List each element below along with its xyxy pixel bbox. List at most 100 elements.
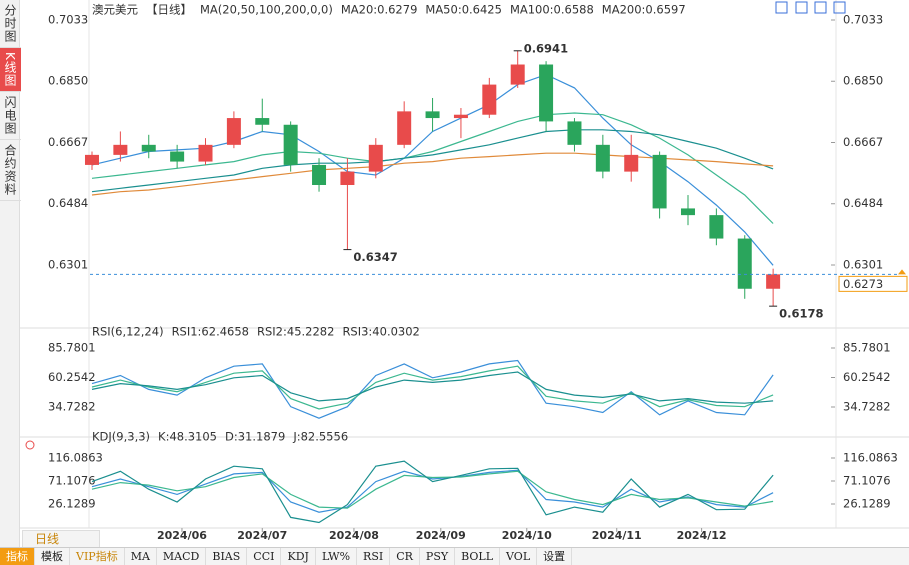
x-tick-label: 2024/11: [592, 529, 642, 542]
candle-body: [709, 215, 724, 239]
candle-body: [652, 154, 667, 209]
legend-entry: MA20:0.6279: [341, 3, 418, 17]
toolbar-item[interactable]: KDJ: [281, 548, 316, 565]
toolbar-item[interactable]: 指标: [0, 548, 35, 565]
y-tick-label: 116.0863: [48, 451, 103, 465]
x-tick-label: 2024/06: [157, 529, 207, 542]
y-tick-label: 71.1076: [48, 474, 96, 488]
header-text: MA(20,50,100,200,0,0): [200, 3, 333, 17]
toolbar-item[interactable]: CR: [390, 548, 420, 565]
toolbar-item[interactable]: VOL: [500, 548, 538, 565]
y-tick-label: 60.2542: [843, 370, 891, 384]
toolbar-item[interactable]: 模板: [35, 548, 70, 565]
candle-body: [624, 154, 639, 172]
annotation: 0.6941: [524, 41, 568, 55]
settings-icon[interactable]: [25, 440, 35, 450]
annotation: 0.6347: [353, 250, 397, 264]
toolbar-item[interactable]: 设置: [537, 548, 573, 565]
legend-entry: K:48.3105: [158, 430, 217, 444]
candle-body: [680, 208, 695, 216]
last-price-box: [838, 275, 908, 292]
line-series: [91, 371, 774, 404]
candle-body: [766, 274, 781, 289]
y-tick-label: 0.6301: [843, 257, 883, 271]
toolbar-icons[interactable]: [775, 1, 846, 14]
candle-body: [425, 111, 440, 119]
candle-body: [113, 144, 128, 155]
header-text: 【日线】: [146, 3, 192, 17]
toolbar-item[interactable]: PSY: [420, 548, 456, 565]
sidebar: 分时图 K线图 闪电图 合约资料: [0, 0, 21, 548]
y-tick-label: 0.6667: [843, 135, 883, 149]
line-series: [91, 470, 774, 509]
candle-body: [453, 114, 468, 119]
toolbar-item[interactable]: BOLL: [455, 548, 501, 565]
toolbar-item[interactable]: VIP指标: [70, 548, 125, 565]
chart: 0.6301 0.6301 0.6484 0.6484 0.6667 0.6667 0.68…: [20, 0, 909, 542]
candle-body: [539, 64, 554, 122]
y-tick-label: 116.0863: [843, 451, 898, 465]
candle-body: [170, 151, 185, 162]
legend-entry: J:82.5556: [292, 430, 348, 444]
legend-entry: MA50:0.6425: [425, 3, 502, 17]
y-tick-label: 0.6301: [48, 257, 88, 271]
y-tick-label: 85.7801: [48, 340, 96, 354]
legend-entry: RSI3:40.0302: [342, 325, 419, 339]
toolbar-item[interactable]: MACD: [157, 548, 207, 565]
candle-body: [397, 111, 412, 145]
x-tick-label: 2024/12: [677, 529, 727, 542]
y-tick-label: 26.1289: [843, 497, 891, 511]
y-tick-label: 0.7033: [48, 13, 88, 27]
toolbar-item[interactable]: BIAS: [206, 548, 248, 565]
toolbar-item[interactable]: LW%: [316, 548, 358, 565]
period-tab[interactable]: 日线: [22, 530, 100, 548]
candle-body: [141, 144, 156, 152]
line-series: [91, 359, 774, 419]
line-series: [91, 460, 774, 524]
x-tick-label: 2024/07: [237, 529, 287, 542]
annotation: 0.6178: [779, 307, 823, 321]
y-tick-label: 71.1076: [843, 474, 891, 488]
candle-body: [595, 144, 610, 172]
candle-body: [340, 171, 355, 186]
candle-body: [737, 238, 752, 289]
candle-body: [198, 144, 213, 162]
toolbar-item[interactable]: CCI: [247, 548, 282, 565]
last-price-arrow: [898, 269, 906, 275]
y-tick-label: 34.7282: [843, 400, 891, 414]
candle-body: [312, 164, 327, 186]
candle-body: [255, 118, 270, 125]
y-tick-label: 0.6850: [48, 74, 88, 88]
candle-body: [368, 144, 383, 172]
candle-body: [510, 64, 525, 85]
sidebar-tab[interactable]: 合约资料: [0, 140, 21, 201]
x-tick-label: 2024/08: [329, 529, 379, 542]
legend-entry: MA200:0.6597: [602, 3, 686, 17]
toolbar-item[interactable]: MA: [125, 548, 157, 565]
y-tick-label: 85.7801: [843, 340, 891, 354]
sidebar-tab[interactable]: 闪电图: [0, 92, 21, 140]
toolbar: 指标 模板 VIP指标 MA MACD BIAS CCI KDJ LW% RSI CR PSY BOLL…: [0, 547, 909, 565]
x-tick-label: 2024/10: [502, 529, 552, 542]
toolbar-item[interactable]: RSI: [357, 548, 391, 565]
candle-body: [567, 121, 582, 145]
y-tick-label: 0.6667: [48, 135, 88, 149]
header-text: RSI(6,12,24): [92, 325, 164, 339]
legend-entry: RSI1:62.4658: [172, 325, 249, 339]
line-series: [91, 129, 774, 193]
line-series: [91, 152, 774, 196]
y-tick-label: 60.2542: [48, 370, 96, 384]
sidebar-tab[interactable]: K线图: [0, 48, 21, 92]
line-series: [91, 365, 774, 410]
sidebar-tab[interactable]: 分时图: [0, 0, 21, 48]
legend-entry: RSI2:45.2282: [257, 325, 334, 339]
last-price-label: 0.6273: [843, 277, 883, 291]
y-tick-label: 0.6484: [48, 196, 88, 210]
candle-body: [283, 124, 298, 165]
legend-entry: D:31.1879: [225, 430, 285, 444]
header-text: 澳元美元: [92, 3, 138, 17]
candle-body: [226, 118, 241, 145]
candle-body: [84, 154, 99, 165]
candle-body: [482, 84, 497, 115]
y-tick-label: 0.7033: [843, 13, 883, 27]
